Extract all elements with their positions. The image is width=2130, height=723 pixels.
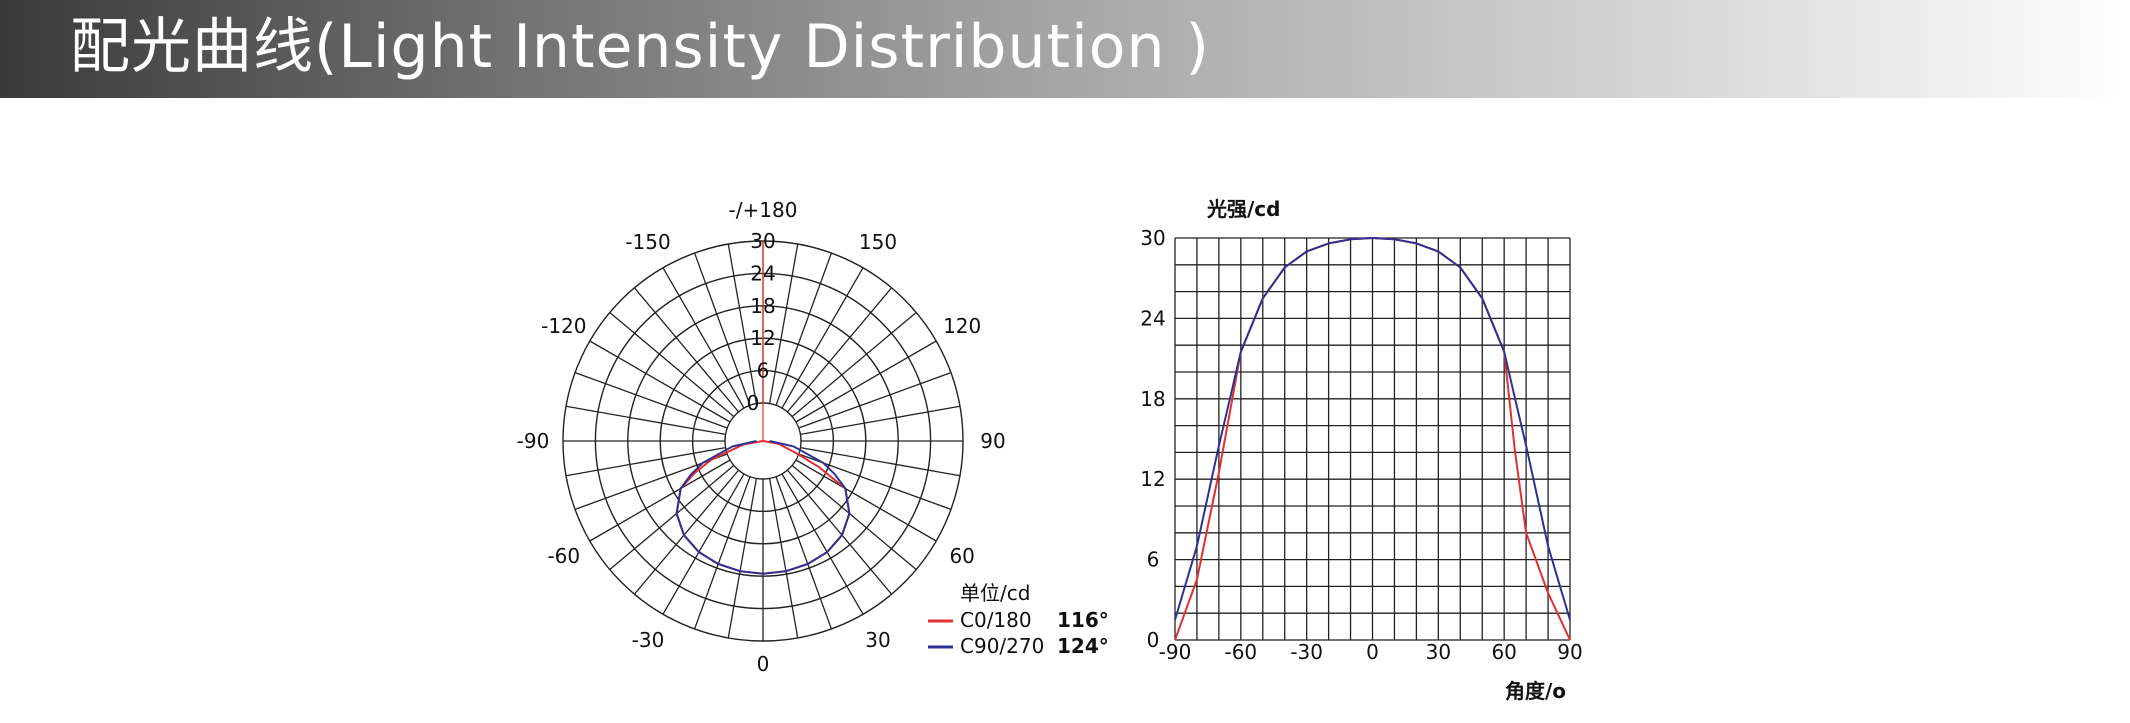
polar-angle-label: 120 xyxy=(943,314,981,338)
polar-radial-tick: 30 xyxy=(750,229,775,253)
polar-spoke xyxy=(775,476,833,630)
legend-beam-angle: 124° xyxy=(1057,634,1109,658)
polar-spoke xyxy=(727,243,758,404)
polar-spoke xyxy=(800,446,961,477)
polar-spoke xyxy=(768,478,799,639)
y-axis-title: 光强/cd xyxy=(1206,197,1280,221)
header-bar: 配光曲线(Light Intensity Distribution ) xyxy=(0,0,2130,98)
polar-angle-label: -150 xyxy=(625,230,670,254)
polar-spoke xyxy=(565,446,726,477)
series-line xyxy=(1174,237,1571,621)
x-tick-label: 30 xyxy=(1426,640,1451,664)
polar-spoke xyxy=(609,311,735,418)
legend-series-name: C90/270 xyxy=(960,634,1044,658)
polar-angle-label: -60 xyxy=(547,544,580,568)
polar-spoke xyxy=(798,371,952,429)
legend-unit: 单位/cd xyxy=(960,581,1030,605)
polar-spoke xyxy=(791,464,917,571)
polar-spoke xyxy=(565,405,726,436)
polar-spoke xyxy=(574,371,728,429)
polar-chart: 0 6 12 18 24 30 -/+180 150 -150 120 -120 90 -90 60 -60… xyxy=(517,198,1109,676)
polar-spoke xyxy=(781,473,864,615)
polar-spoke xyxy=(693,476,751,630)
polar-spoke xyxy=(791,311,917,418)
polar-spoke xyxy=(633,287,740,413)
x-tick-label: 0 xyxy=(1366,640,1379,664)
polar-angle-label: 60 xyxy=(949,544,974,568)
polar-spoke xyxy=(589,340,731,423)
y-tick-label: 0 xyxy=(1147,628,1160,652)
polar-spoke xyxy=(768,243,799,404)
x-tick-label: -30 xyxy=(1290,640,1323,664)
polar-spoke xyxy=(800,405,961,436)
x-tick-label: -90 xyxy=(1159,640,1192,664)
polar-angle-label: 150 xyxy=(859,230,897,254)
polar-radial-tick: 12 xyxy=(750,326,775,350)
polar-spoke xyxy=(781,267,864,409)
polar-angle-label: -90 xyxy=(517,429,550,453)
polar-spoke xyxy=(589,459,731,542)
polar-spoke xyxy=(693,252,751,406)
page-title: 配光曲线(Light Intensity Distribution ) xyxy=(70,12,1210,82)
line-chart: 0 6 12 18 24 30 -90 -60 -30 0 30 60 90 光强/cd 角度/o xyxy=(1140,197,1582,703)
x-tick-label: -60 xyxy=(1224,640,1257,664)
y-tick-label: 6 xyxy=(1147,548,1160,572)
legend-series-name: C0/180 xyxy=(960,608,1032,632)
polar-spoke xyxy=(786,287,893,413)
polar-spoke xyxy=(795,459,937,542)
y-tick-label: 24 xyxy=(1140,306,1165,330)
polar-angle-label: -30 xyxy=(632,628,665,652)
polar-angle-label: 0 xyxy=(757,652,770,676)
polar-radial-tick: 6 xyxy=(757,359,770,383)
x-tick-label: 60 xyxy=(1491,640,1516,664)
x-axis-title: 角度/o xyxy=(1505,679,1566,703)
y-tick-label: 30 xyxy=(1140,226,1165,250)
y-tick-label: 12 xyxy=(1140,467,1165,491)
polar-angle-label: 90 xyxy=(980,429,1005,453)
polar-spoke xyxy=(786,469,893,595)
polar-spoke xyxy=(633,469,740,595)
polar-radial-tick: 0 xyxy=(747,391,760,415)
polar-series-curve xyxy=(675,440,851,575)
polar-radial-tick: 24 xyxy=(750,261,775,285)
legend-beam-angle: 116° xyxy=(1057,608,1109,632)
polar-radial-tick: 18 xyxy=(750,294,775,318)
polar-angle-label: -120 xyxy=(541,314,586,338)
polar-spoke xyxy=(775,252,833,406)
y-tick-label: 18 xyxy=(1140,387,1165,411)
x-tick-label: 90 xyxy=(1557,640,1582,664)
polar-angle-label: 30 xyxy=(865,628,890,652)
polar-spoke xyxy=(662,473,745,615)
polar-spoke xyxy=(662,267,745,409)
polar-spoke xyxy=(609,464,735,571)
polar-spoke xyxy=(727,478,758,639)
polar-angle-label: -/+180 xyxy=(729,198,798,222)
polar-spoke xyxy=(795,340,937,423)
